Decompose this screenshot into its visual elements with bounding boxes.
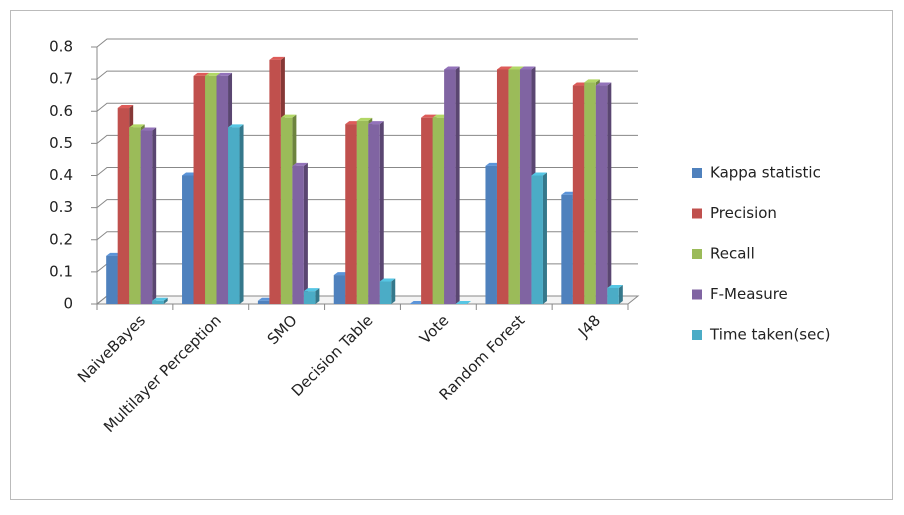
- bar-side: [607, 82, 612, 304]
- bar-top: [496, 66, 513, 70]
- bar: [508, 69, 520, 304]
- bar-top: [216, 72, 233, 76]
- bar-top: [292, 162, 308, 166]
- bar: [485, 165, 497, 304]
- legend-swatch: [692, 289, 702, 300]
- bar: [228, 127, 240, 304]
- grid-line: [96, 102, 638, 112]
- bar-top: [205, 72, 221, 76]
- bar: [496, 69, 509, 304]
- bar-top: [455, 301, 472, 304]
- bar: [572, 85, 585, 304]
- bar: [595, 85, 608, 304]
- y-tick-label: 0: [63, 295, 73, 313]
- bar: [519, 69, 532, 304]
- bar-top: [356, 117, 373, 121]
- bar-side: [239, 124, 244, 304]
- legend-label: Time taken(sec): [709, 326, 830, 344]
- bar-side: [163, 297, 168, 304]
- bar-top: [140, 127, 157, 131]
- bar-side: [303, 162, 308, 304]
- y-tick-label: 0.1: [49, 262, 73, 280]
- legend-label: Precision: [710, 204, 777, 222]
- grid-line: [96, 199, 638, 209]
- bar: [106, 255, 118, 304]
- y-tick-label: 0.2: [49, 230, 73, 248]
- bar: [140, 130, 153, 304]
- y-tick-label: 0.6: [49, 102, 73, 120]
- y-tick-label: 0.8: [49, 38, 73, 56]
- bar: [182, 175, 194, 304]
- bar-side: [542, 172, 547, 304]
- bar-side: [315, 288, 320, 304]
- bar-top: [368, 121, 384, 125]
- y-tick-label: 0.5: [49, 134, 73, 152]
- bar: [421, 117, 433, 304]
- bar: [280, 117, 293, 304]
- bar: [205, 75, 217, 304]
- bar-top: [531, 172, 547, 176]
- y-tick-label: 0.3: [49, 198, 73, 216]
- legend-label: Kappa statistic: [710, 164, 821, 182]
- bar: [444, 69, 456, 304]
- bar-top: [303, 288, 320, 292]
- bar-side: [618, 284, 623, 304]
- bar: [152, 300, 164, 304]
- bar: [216, 75, 229, 304]
- legend-swatch: [692, 208, 702, 219]
- bar-top: [519, 66, 536, 70]
- bar: [117, 108, 130, 304]
- bar-side: [455, 66, 460, 304]
- bar: [333, 275, 346, 304]
- bar: [193, 75, 206, 304]
- bar-top: [595, 82, 612, 86]
- bar: [345, 124, 357, 304]
- bar: [129, 127, 141, 304]
- legend-swatch: [692, 249, 702, 259]
- bar-top: [444, 66, 460, 70]
- bar-top: [152, 297, 168, 301]
- bar-top: [421, 114, 437, 118]
- legend-swatch: [692, 168, 702, 178]
- bar: [379, 281, 392, 304]
- bar: [269, 59, 281, 304]
- bar: [356, 120, 369, 304]
- legend-label: F-Measure: [710, 285, 788, 303]
- bar-top: [607, 284, 623, 288]
- bar: [368, 124, 380, 304]
- bar-top: [508, 66, 524, 70]
- grid-line: [96, 134, 638, 144]
- legend-swatch: [692, 330, 702, 340]
- bar-side: [152, 127, 157, 305]
- bar: [257, 300, 270, 304]
- y-tick-label: 0.7: [49, 70, 73, 88]
- bar: [432, 117, 445, 304]
- bar-top: [117, 105, 134, 109]
- legend-label: Recall: [710, 245, 755, 263]
- grid-line: [96, 70, 638, 80]
- bar: [561, 194, 573, 304]
- bar-side: [379, 121, 384, 304]
- bar-side: [391, 278, 396, 304]
- bar: [292, 165, 304, 304]
- bar-top: [379, 278, 396, 282]
- bar-top: [269, 56, 285, 60]
- y-tick-label: 0.4: [49, 166, 73, 184]
- bar-top: [129, 124, 145, 128]
- grid-line: [96, 38, 638, 48]
- bar: [584, 82, 596, 305]
- bar-top: [228, 124, 244, 128]
- bar: [531, 175, 543, 304]
- grid-line: [96, 167, 638, 176]
- bar: [607, 287, 619, 304]
- grid-line: [96, 231, 638, 241]
- bar-top: [193, 72, 210, 76]
- bar-top: [584, 79, 600, 83]
- bar: [303, 291, 316, 304]
- bar-top: [280, 114, 297, 118]
